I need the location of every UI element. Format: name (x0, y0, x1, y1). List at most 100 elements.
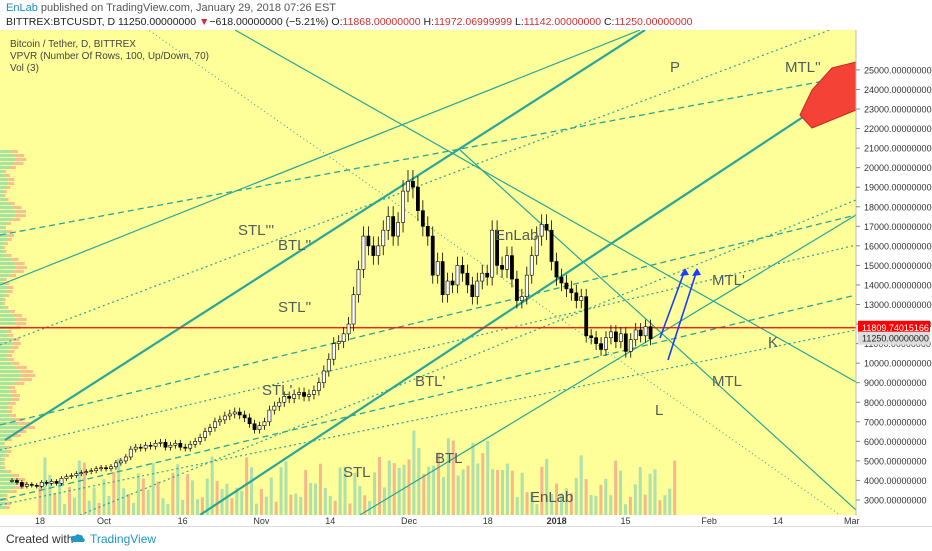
vpvr-up-bar (0, 430, 16, 433)
candle-body (272, 405, 277, 411)
x-tick-label: 18 (35, 516, 45, 526)
candle-body (450, 280, 455, 286)
candle-body (500, 265, 504, 270)
candle-body (15, 480, 19, 483)
trendline-label: MTL (712, 373, 742, 390)
vpvr-up-bar (0, 262, 15, 265)
volume-bar (432, 465, 436, 515)
vpvr-up-bar (0, 422, 19, 425)
vpvr-down-bar (3, 250, 7, 253)
price-chart[interactable]: P MTL'' STL'''BTL'' EnLab STL'' MTL' K STL' BTL'… (0, 30, 932, 526)
x-tick-label: 2018 (547, 516, 567, 526)
vpvr-up-bar (0, 214, 16, 217)
vpvr-down-bar (4, 498, 8, 501)
vpvr-up-bar (0, 474, 12, 477)
candle-body (138, 446, 143, 449)
vpvr-up-bar (0, 166, 10, 169)
candle-body (267, 409, 272, 423)
vpvr-down-bar (14, 262, 25, 265)
y-tick-label: 14000.00000000 (864, 280, 932, 290)
vpvr-down-bar (14, 486, 25, 489)
vpvr-up-bar (0, 362, 12, 365)
x-tick-label: 14 (773, 516, 783, 526)
candle-body (148, 444, 153, 447)
vpvr-up-bar (0, 222, 7, 225)
candle-body (351, 294, 356, 325)
volume-bar (510, 470, 514, 515)
vpvr-down-bar (5, 198, 9, 201)
close-value: 11250.00000000 (614, 16, 693, 28)
vpvr-down-bar (8, 334, 14, 337)
vpvr-down-bar (8, 234, 15, 237)
y-tick-label: 5000.00000000 (864, 456, 927, 466)
candle-body (158, 442, 163, 444)
volume-bar (161, 498, 165, 515)
x-axis[interactable] (0, 515, 856, 526)
candle-body (539, 224, 544, 237)
volume-bar (520, 472, 524, 515)
volume-bar (619, 470, 623, 515)
footer-bar: Created with TradingView (0, 526, 932, 551)
y-tick-label: 17000.00000000 (864, 222, 932, 232)
candle-body (34, 485, 39, 487)
candle-body (237, 411, 242, 416)
candle-body (559, 276, 564, 284)
volume-bar (220, 488, 224, 515)
volume-bar (633, 484, 637, 515)
candle-body (544, 224, 549, 231)
candle-body (94, 468, 99, 471)
vpvr-down-bar (12, 218, 21, 221)
y-axis[interactable] (856, 30, 932, 515)
vpvr-up-bar (0, 410, 8, 413)
candle-body (628, 339, 633, 352)
candle-body (376, 245, 381, 256)
vpvr-up-bar (0, 442, 3, 445)
desc-line-l (459, 149, 857, 511)
candle-body (326, 358, 331, 372)
vpvr-down-bar (5, 454, 9, 457)
author-link[interactable]: EnLab (6, 2, 38, 14)
vpvr-down-bar (16, 366, 27, 369)
vpvr-up-bar (0, 502, 7, 505)
candle-body (331, 343, 336, 360)
candle-body (168, 444, 173, 448)
candle-body (549, 229, 554, 262)
price-label-box (858, 320, 930, 334)
volume-bar (323, 487, 327, 515)
volume-bar (240, 491, 244, 515)
vpvr-up-bar (0, 486, 15, 489)
vpvr-down-bar (15, 318, 27, 321)
vpvr-up-bar (0, 174, 7, 177)
candle-body (59, 478, 64, 484)
trendline-label: STL (343, 464, 371, 481)
candle-body (163, 442, 168, 448)
candle-body (19, 482, 24, 487)
vpvr-up-bar (0, 170, 4, 173)
vpvr-down-bar (15, 478, 26, 481)
candle-body (282, 396, 287, 403)
volume-bar (269, 477, 273, 515)
candles (10, 170, 653, 489)
ticker-label: BITTREX:BTCUSDT, D (6, 16, 116, 28)
dotted-mtl-line (0, 244, 857, 451)
volume-bar (254, 503, 258, 515)
vpvr-up-bar (0, 482, 17, 485)
trendline-label: STL'' (278, 299, 311, 316)
x-tick-label: Nov (253, 516, 270, 526)
vpvr-down-bar (9, 386, 16, 389)
vpvr-down-bar (19, 370, 34, 373)
candle-body (153, 443, 158, 447)
y-tick-label: 25000.00000000 (864, 65, 932, 75)
candle-body (485, 272, 490, 278)
trendline-label: P (670, 59, 680, 76)
vpvr-up-bar (0, 206, 13, 209)
volume-bar (638, 467, 642, 515)
x-tick-label: Feb (701, 516, 717, 526)
y-tick-label: 7000.00000000 (864, 417, 927, 427)
tradingview-link[interactable]: TradingView (90, 532, 157, 546)
vpvr-down-bar (9, 414, 17, 417)
trendline-label: MTL' (712, 272, 745, 289)
trendline-label: BTL' (415, 373, 446, 390)
volume-bar (382, 487, 386, 515)
high-value: 11972.06999999 (434, 16, 513, 28)
